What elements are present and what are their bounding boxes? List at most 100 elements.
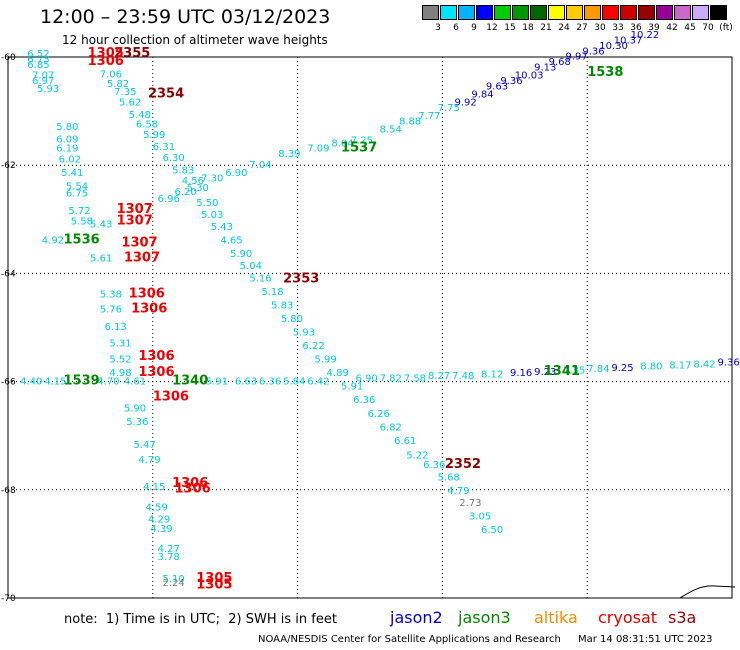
swh-value-label: 9.13: [534, 63, 556, 74]
swh-value-label: 5.61: [90, 253, 112, 264]
pass-time-label: 1306: [88, 54, 124, 69]
legend-label: 18: [522, 23, 534, 33]
pass-time-label: 1537: [341, 141, 377, 156]
satellite-s3a: s3a: [668, 608, 697, 627]
swh-value-label: 5.54: [66, 182, 88, 193]
legend-label: 15: [504, 23, 516, 33]
legend-label: 6: [453, 23, 459, 33]
swh-value-label: 7.07: [32, 71, 54, 82]
swh-value-label: 5.90: [230, 249, 252, 260]
legend-label: 30: [594, 23, 606, 33]
swh-value-label: 7.75: [438, 103, 460, 114]
swh-value-label: 8.12: [481, 369, 503, 380]
swh-value-label: 10.37: [614, 35, 643, 46]
legend-swatch: [440, 5, 457, 20]
swh-value-label: 7.35: [563, 365, 585, 376]
swh-value-label: 8.39: [278, 149, 300, 160]
legend-label: (ft): [719, 23, 733, 33]
swh-value-label: 5.41: [61, 168, 83, 179]
swh-value-label: 4.79: [447, 486, 469, 497]
swh-value-label: 4.92: [42, 236, 64, 247]
swh-value-label: 6.30: [162, 153, 184, 164]
swh-value-label: 4.89: [327, 368, 349, 379]
swh-value-label: 5.10: [162, 574, 184, 585]
footnote: note: 1) Time is in UTC; 2) SWH is in fe…: [64, 612, 337, 627]
swh-value-label: 5.91: [341, 382, 363, 393]
swh-value-label: 6.50: [481, 525, 503, 536]
swh-value-label: 10.30: [599, 41, 628, 52]
pass-time-label: 1305: [196, 571, 232, 586]
swh-value-label: 5.80: [281, 314, 303, 325]
satellite-jason3: jason3: [458, 608, 511, 627]
satellite-cryosat: cryosat: [598, 608, 658, 627]
swh-value-label: 4.59: [146, 502, 168, 513]
pass-time-label: 2352: [445, 457, 481, 472]
swh-value-label: 6.22: [302, 341, 324, 352]
swh-value-label: 4.15: [143, 482, 165, 493]
swh-value-label: 8.42: [693, 360, 715, 371]
swh-value-label: 4.29: [148, 514, 170, 525]
swh-value-label: 7.84: [587, 364, 609, 375]
pass-time-label: 1305: [88, 46, 124, 61]
swh-value-label: 6.09: [56, 134, 78, 145]
swh-value-label: 6.13: [105, 322, 127, 333]
swh-value-label: 2.73: [459, 498, 481, 509]
swh-value-label: 7.09: [307, 144, 329, 155]
wave-height-map: -15-12-9-6-30-60-62-64-66-68-70 6.526.73…: [1, 30, 740, 604]
swh-value-label: 6.63: [235, 376, 257, 387]
legend-swatch: [548, 5, 565, 20]
swh-value-label: 5.80: [56, 122, 78, 133]
pass-time-label: 1306: [175, 482, 211, 497]
legend-swatch: [692, 5, 709, 20]
swh-value-label: 8.80: [640, 362, 662, 373]
swh-value-label: 7.48: [452, 371, 474, 382]
swh-value-label: 5.90: [124, 403, 146, 414]
pass-time-label: 2354: [148, 87, 184, 102]
legend-swatch: [530, 5, 547, 20]
legend-swatch: [566, 5, 583, 20]
pass-time-label: 1306: [129, 287, 165, 302]
swh-value-label: 4.39: [150, 524, 172, 535]
swh-value-label: 7.30: [201, 173, 223, 184]
swh-value-label: 5.31: [109, 338, 131, 349]
swh-value-label: 5.48: [129, 110, 151, 121]
swh-value-label: 4.61: [124, 376, 146, 387]
map-subtitle: 12 hour collection of altimeter wave hei…: [62, 33, 328, 47]
swh-value-label: 5.72: [68, 206, 90, 217]
swh-value-label: 4.65: [220, 236, 242, 247]
swh-value-label: 8.88: [399, 117, 421, 128]
swh-value-label: 5.68: [438, 473, 460, 484]
swh-value-label: 5.83: [271, 301, 293, 312]
footer-date: Mar 14 08:31:51 UTC 2023: [578, 634, 713, 645]
pass-time-label: 1307: [121, 235, 157, 250]
swh-value-label: 9.63: [486, 81, 508, 92]
swh-value-label: 8.17: [669, 361, 691, 372]
swh-value-label: 5.93: [293, 328, 315, 339]
swh-value-label: 3.78: [158, 552, 180, 563]
swh-value-label: 5.83: [172, 165, 194, 176]
swh-value-label: 6.82: [380, 422, 402, 433]
satellite-jason2: jason2: [390, 608, 443, 627]
pass-time-label: 1538: [587, 65, 623, 80]
swh-labels: 6.526.736.857.076.975.937.065.827.355.62…: [20, 30, 740, 592]
legend-swatch: [458, 5, 475, 20]
swh-value-label: 4.98: [109, 368, 131, 379]
legend-swatch: [620, 5, 637, 20]
legend-swatch: [512, 5, 529, 20]
swh-value-label: 10.22: [631, 30, 660, 41]
legend-label: 39: [648, 23, 660, 33]
legend-swatch: [674, 5, 691, 20]
legend-label: 45: [684, 23, 696, 33]
legend-swatch: [656, 5, 673, 20]
lat-tick-label: -70: [1, 594, 16, 604]
swh-value-label: 5.18: [261, 287, 283, 298]
swh-value-label: 5.04: [240, 261, 262, 272]
swh-value-label: 6.26: [368, 409, 390, 420]
legend-label: 70: [702, 23, 714, 33]
legend-label: 27: [576, 23, 588, 33]
pass-time-label: 1305: [196, 577, 232, 592]
pass-time-label: 1307: [117, 214, 153, 229]
legend-label: 3: [435, 23, 441, 33]
legend-swatch: [476, 5, 493, 20]
swh-value-label: 6.36: [423, 460, 445, 471]
